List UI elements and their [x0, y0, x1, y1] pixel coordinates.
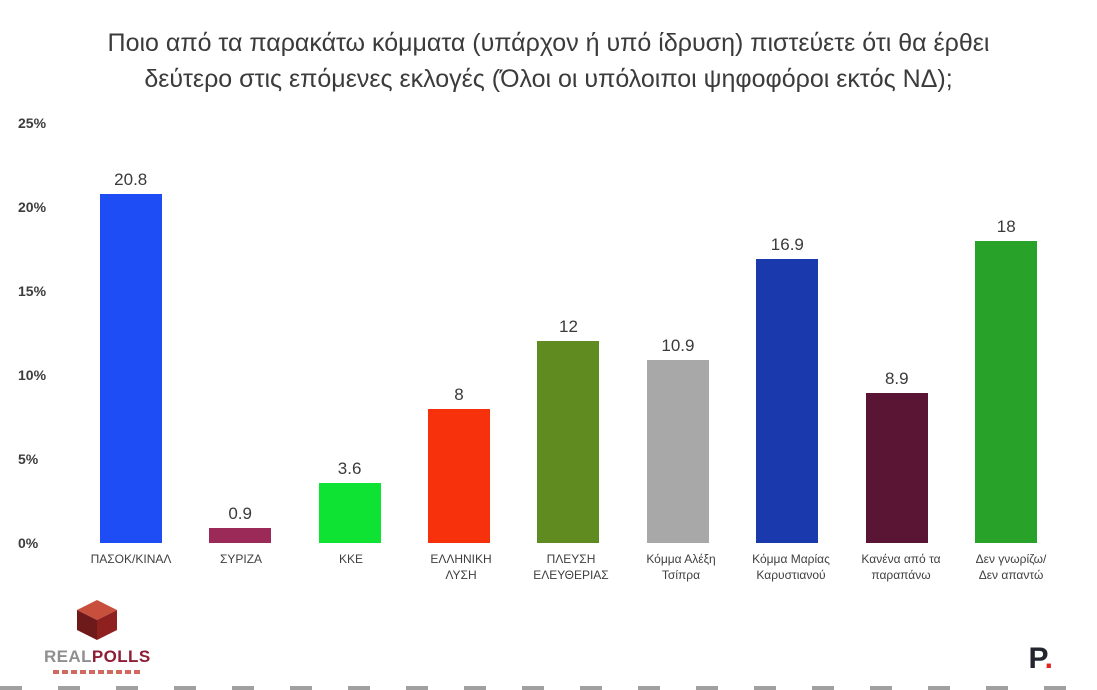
x-axis-labels: ΠΑΣΟΚ/ΚΙΝΑΛ ΣΥΡΙΖΑ ΚΚΕ ΕΛΛΗΝΙΚΗ ΛΥΣΗ ΠΛΕΥΣΗ …	[70, 552, 1067, 583]
bar	[537, 341, 600, 543]
bar-column: 18	[975, 123, 1038, 543]
bottom-progress-dashes	[0, 686, 1097, 690]
bar-value-label: 0.9	[228, 503, 252, 523]
realpolls-cube-icon	[75, 599, 119, 646]
realpolls-word-polls: POLLS	[91, 647, 151, 666]
bar	[318, 482, 381, 543]
p-logo-letter: P	[1028, 642, 1045, 675]
bar-value-label: 18	[996, 216, 1016, 236]
footer: REALPOLLS P.	[44, 599, 1053, 674]
y-tick-label: 15%	[18, 283, 47, 299]
x-axis-category-label: ΠΛΕΥΣΗ ΕΛΕΥΘΕΡΙΑΣ	[533, 552, 609, 582]
bar	[428, 408, 491, 543]
y-tick-label: 5%	[18, 451, 39, 467]
bar	[756, 259, 819, 543]
bar-value-label: 16.9	[770, 235, 804, 255]
chart-title: Ποιο από τα παρακάτω κόμματα (υπάρχον ή …	[40, 26, 1057, 97]
y-tick-label: 20%	[18, 199, 47, 215]
chart-title-line2: δεύτερο στις επόμενες εκλογές (Όλοι οι υ…	[144, 64, 953, 93]
y-axis: 0% 5% 10% 15% 20% 25%	[18, 115, 70, 551]
bar	[865, 393, 928, 543]
bar-value-label: 8.9	[884, 369, 909, 389]
bar-value-label: 20.8	[114, 169, 148, 189]
bar-column: 3.6	[318, 123, 381, 543]
bar	[99, 193, 162, 543]
realpolls-tagline	[53, 670, 142, 674]
bar-column: 12	[537, 123, 600, 543]
realpolls-logo: REALPOLLS	[44, 599, 151, 674]
bar-value-label: 3.6	[337, 458, 362, 478]
bar-column: 0.9	[209, 123, 272, 543]
bar	[646, 359, 709, 543]
p-logo: P.	[1029, 644, 1054, 674]
bar	[209, 527, 272, 543]
bar-chart: 0% 5% 10% 15% 20% 25% 20.8 0.9 3.6 8 12 10.9 16.9 8.…	[18, 115, 1067, 583]
y-tick-label: 10%	[18, 367, 47, 383]
plot-column: 20.8 0.9 3.6 8 12 10.9 16.9 8.9 18 ΠΑΣΟΚ/ΚΙΝΑΛ ΣΥ…	[70, 123, 1067, 583]
bar-column: 8.9	[865, 123, 928, 543]
x-axis-category-label: ΕΛΛΗΝΙΚΗ ΛΥΣΗ	[430, 552, 492, 582]
bar-column: 10.9	[646, 123, 709, 543]
plot-area: 20.8 0.9 3.6 8 12 10.9 16.9 8.9 18	[70, 123, 1067, 543]
x-axis-category-label: ΣΥΡΙΖΑ	[219, 552, 263, 566]
x-axis-category-label: ΚΚΕ	[338, 552, 363, 566]
y-tick-label: 0%	[18, 535, 39, 551]
bar-value-label: 10.9	[661, 335, 695, 355]
x-axis-category-label: Κόμμα Αλέξη Τσίπρα	[646, 552, 716, 582]
x-axis-category-label: Κόμμα Μαρίας Καρυστιανού	[752, 552, 830, 582]
p-logo-dot: .	[1044, 642, 1053, 675]
x-axis-category-label: Κανένα από τα παραπάνω	[861, 552, 941, 582]
x-axis-category-label: Δεν γνωρίζω/ Δεν απαντώ	[975, 552, 1047, 582]
bar-column: 8	[428, 123, 491, 543]
bar-column: 16.9	[756, 123, 819, 543]
chart-title-line1: Ποιο από τα παρακάτω κόμματα (υπάρχον ή …	[107, 29, 990, 57]
realpolls-word-real: REAL	[44, 647, 92, 666]
realpolls-wordmark: REALPOLLS	[44, 648, 151, 665]
bar-value-label: 8	[454, 384, 464, 404]
y-tick-label: 25%	[18, 115, 47, 131]
bar-column: 20.8	[99, 123, 162, 543]
bar-value-label: 12	[559, 317, 578, 337]
x-axis-category-label: ΠΑΣΟΚ/ΚΙΝΑΛ	[90, 552, 172, 566]
bar	[975, 240, 1038, 543]
